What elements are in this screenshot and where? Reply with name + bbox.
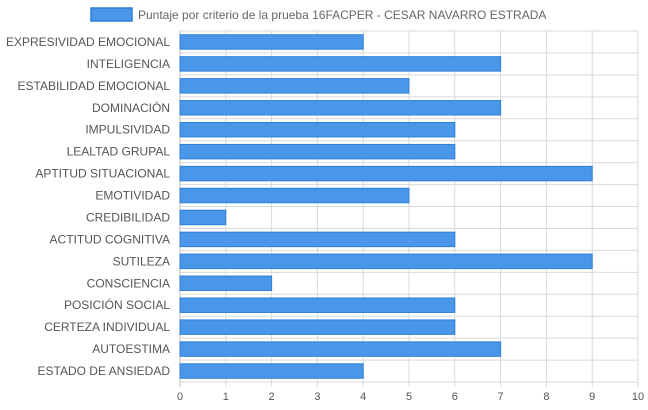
x-tick-label: 6 bbox=[452, 391, 458, 403]
bar bbox=[179, 341, 502, 357]
bars bbox=[179, 34, 593, 379]
bar bbox=[179, 363, 364, 379]
bar bbox=[179, 187, 410, 204]
category-label: CERTEZA INDIVIDUAL bbox=[44, 320, 170, 334]
category-label: IMPULSIVIDAD bbox=[85, 123, 170, 137]
bar bbox=[179, 34, 364, 50]
bar bbox=[179, 297, 456, 313]
bar bbox=[179, 165, 593, 182]
x-tick-label: 3 bbox=[314, 391, 320, 403]
x-tick-label: 5 bbox=[406, 391, 412, 403]
category-label: LEALTAD GRUPAL bbox=[67, 145, 171, 159]
bar bbox=[179, 78, 410, 94]
bar bbox=[179, 100, 502, 116]
category-label: DOMINACIÓN bbox=[92, 100, 170, 115]
x-tick-label: 0 bbox=[177, 391, 183, 403]
category-label: EMOTIVIDAD bbox=[95, 189, 170, 203]
bar bbox=[179, 319, 456, 335]
category-label: CONSCIENCIA bbox=[87, 276, 170, 290]
category-label: SUTILEZA bbox=[113, 254, 170, 268]
category-label: AUTOESTIMA bbox=[92, 342, 170, 356]
legend-swatch bbox=[90, 7, 133, 22]
bar bbox=[179, 209, 227, 226]
category-label: ESTABILIDAD EMOCIONAL bbox=[18, 79, 171, 93]
legend[interactable]: Puntaje por criterio de la prueba 16FACP… bbox=[90, 7, 546, 22]
bar bbox=[179, 121, 456, 138]
category-labels: EXPRESIVIDAD EMOCIONAL INTELIGENCIA ESTABI… bbox=[6, 35, 170, 378]
category-label: POSICIÓN SOCIAL bbox=[64, 297, 170, 312]
legend-label: Puntaje por criterio de la prueba 16FACP… bbox=[138, 8, 546, 22]
category-label: APTITUD SITUACIONAL bbox=[35, 167, 170, 181]
bar bbox=[179, 143, 456, 160]
category-label: INTELIGENCIA bbox=[87, 57, 170, 71]
bar bbox=[179, 231, 456, 248]
x-tick-label: 9 bbox=[589, 391, 595, 403]
category-label: CREDIBILIDAD bbox=[86, 210, 170, 224]
x-tick-label: 7 bbox=[498, 391, 504, 403]
x-tick-label: 2 bbox=[269, 391, 275, 403]
category-label: ACTITUD COGNITIVA bbox=[50, 232, 170, 246]
bar bbox=[179, 56, 502, 72]
x-tick-label: 4 bbox=[360, 391, 366, 403]
x-tick-labels: 0 1 2 3 4 5 6 7 8 9 10 bbox=[177, 391, 644, 403]
x-tick-label: 10 bbox=[632, 391, 644, 403]
bar bbox=[179, 253, 593, 270]
x-tick-label: 1 bbox=[223, 391, 229, 403]
category-label: ESTADO DE ANSIEDAD bbox=[38, 364, 171, 378]
x-tick-label: 8 bbox=[543, 391, 549, 403]
category-label: EXPRESIVIDAD EMOCIONAL bbox=[6, 35, 170, 49]
bar bbox=[179, 275, 273, 292]
